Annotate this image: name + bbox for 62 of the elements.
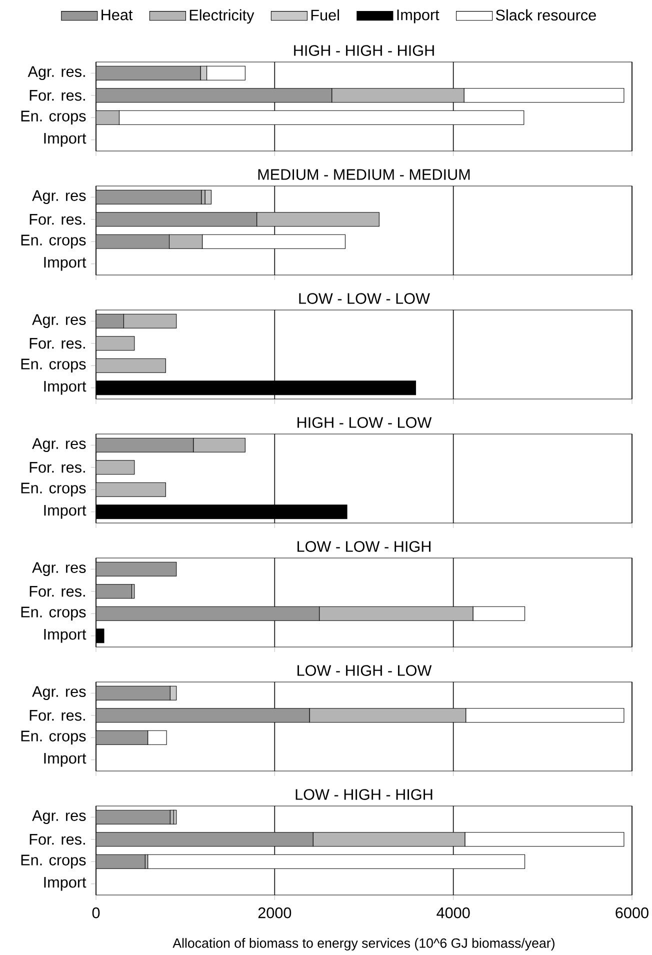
y-tick-label: Import [44,381,86,395]
legend-label: Heat [102,10,133,20]
y-tick-label: For. res. [30,214,85,225]
y-tick-label: Import [44,629,86,643]
chart-title: LOW - HIGH - LOW [298,665,432,676]
bar [332,88,464,103]
y-tick-label: En. crops [21,730,86,744]
bar [96,358,166,373]
bar [96,110,120,125]
chart-title: HIGH - LOW - LOW [298,417,432,428]
bar [96,854,146,869]
x-tick-label: 0 [92,907,100,918]
y-tick-label: For. res. [30,338,85,349]
legend-label: Electricity [190,9,254,24]
chart-title: LOW - HIGH - HIGH [296,789,432,800]
legend-label: Fuel [311,9,339,21]
y-tick-label: En. crops [21,482,86,496]
y-tick-label: For. res. [30,710,85,721]
chart-title: MEDIUM - MEDIUM - MEDIUM [258,169,470,180]
bar [96,234,170,249]
y-tick-label: En. crops [21,854,86,868]
y-tick-label: For. res. [30,462,85,473]
chart-title: LOW - LOW - LOW [299,293,430,304]
bar [96,584,132,599]
y-tick-label: Agr. res [32,562,86,576]
y-tick-label: En. crops [21,110,86,124]
bar [96,562,177,576]
y-tick-label: Agr. res [32,190,86,204]
y-tick-label: Import [44,133,86,147]
bar [148,854,526,869]
y-tick-label: For. res. [30,834,85,845]
bar [96,810,170,824]
y-tick-label: Import [44,257,86,271]
y-tick-label: Import [44,753,86,767]
x-axis-title: Allocation of biomass to energy services (10^6 GJ biomass/year) [172,938,554,950]
chart-title: LOW - LOW - HIGH [298,541,430,552]
y-tick-label: Agr. res [32,686,86,700]
x-tick-label: 4000 [436,907,470,918]
x-tick-label: 6000 [616,907,648,918]
legend-label: Import [397,10,440,24]
bar [96,832,314,847]
bar [96,336,135,351]
y-tick-label: En. crops [21,358,86,372]
bar [123,314,177,328]
y-tick-label: Agr. res [32,810,86,824]
y-tick-label: For. res. [30,586,85,597]
y-tick-label: Agr. res [32,314,86,328]
y-tick-label: Import [44,877,86,891]
y-tick-label: En. crops [21,234,86,248]
chart-title: HIGH - HIGH - HIGH [294,45,434,56]
y-tick-label: En. crops [21,606,86,620]
y-tick-label: Import [44,505,86,519]
bar [96,606,320,621]
bar [96,190,202,204]
bar [96,66,201,80]
legend-label: Slack resource [496,9,596,21]
y-tick-label: Agr. res. [28,66,85,80]
y-tick-label: Agr. res [32,438,86,452]
bar [96,212,258,227]
y-tick-label: For. res. [30,90,85,101]
bar [96,88,332,103]
x-tick-label: 2000 [258,907,292,918]
